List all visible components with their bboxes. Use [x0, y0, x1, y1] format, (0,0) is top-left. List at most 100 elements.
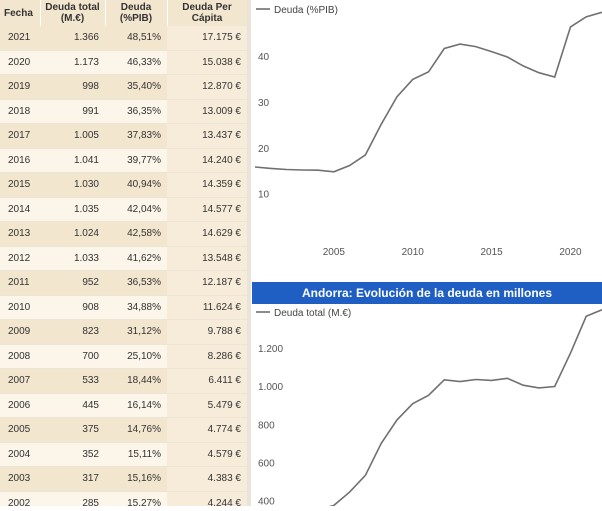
chart-deuda-total-svg: Deuda total (M.€) 400 600 800 1.000 1.200	[256, 308, 602, 511]
cell-deuda-per-capita: 8.286 €	[167, 344, 247, 369]
chart-deuda-total: Deuda total (M.€) 400 600 800 1.000 1.200	[252, 304, 602, 511]
cell-deuda-per-capita: 6.411 €	[167, 368, 247, 394]
cell-deuda-total: 445	[40, 393, 105, 418]
debt-table: Fecha Deuda total (M.€) Deuda (%PIB) Deu…	[0, 0, 247, 506]
cell-deuda-per-capita: 13.009 €	[167, 99, 247, 124]
x-tick-label: 2005	[323, 247, 346, 258]
table-row: 2009 823 31,12% 9.788 €	[0, 319, 247, 345]
cell-deuda-per-capita: 11.624 €	[167, 295, 247, 320]
cell-deuda-per-capita: 15.038 €	[167, 50, 247, 75]
cell-fecha: 2002	[0, 491, 40, 506]
x-tick-label: 2015	[480, 247, 503, 258]
cell-deuda-per-capita: 14.577 €	[167, 197, 247, 222]
table-row: 2012 1.033 41,62% 13.548 €	[0, 246, 247, 271]
cell-deuda-pib: 36,35%	[105, 99, 167, 124]
cell-deuda-total: 952	[40, 270, 105, 296]
cell-deuda-per-capita: 17.175 €	[167, 26, 247, 51]
series-line	[254, 11, 602, 173]
cell-deuda-per-capita: 13.548 €	[167, 246, 247, 271]
cell-deuda-total: 1.035	[40, 197, 105, 222]
cell-deuda-pib: 48,51%	[105, 26, 167, 51]
cell-deuda-per-capita: 4.774 €	[167, 417, 247, 443]
cell-fecha: 2009	[0, 319, 40, 345]
cell-deuda-total: 375	[40, 417, 105, 443]
table-row: 2021 1.366 48,51% 17.175 €	[0, 26, 247, 51]
header-deuda-per-capita[interactable]: Deuda Per Cápita	[167, 0, 247, 26]
y-tick-label: 30	[258, 98, 270, 109]
cell-deuda-per-capita: 4.244 €	[167, 491, 247, 506]
table-row: 2013 1.024 42,58% 14.629 €	[0, 221, 247, 247]
x-tick-label: 2020	[559, 247, 582, 258]
x-tick-label: 2010	[402, 247, 425, 258]
cell-deuda-per-capita: 9.788 €	[167, 319, 247, 345]
cell-deuda-pib: 34,88%	[105, 295, 167, 320]
cell-fecha: 2012	[0, 246, 40, 271]
cell-deuda-per-capita: 14.240 €	[167, 148, 247, 173]
cell-fecha: 2018	[0, 99, 40, 124]
cell-deuda-per-capita: 13.437 €	[167, 123, 247, 149]
chart-deuda-pib: Deuda (%PIB) 10 20 30 40 2005 2010 2015 2020	[252, 0, 602, 266]
cell-deuda-per-capita: 12.870 €	[167, 74, 247, 100]
cell-deuda-per-capita: 14.629 €	[167, 221, 247, 247]
cell-fecha: 2014	[0, 197, 40, 222]
cell-fecha: 2004	[0, 442, 40, 467]
cell-deuda-total: 352	[40, 442, 105, 467]
table-row: 2020 1.173 46,33% 15.038 €	[0, 50, 247, 75]
cell-deuda-pib: 15,16%	[105, 466, 167, 492]
cell-deuda-total: 1.030	[40, 172, 105, 198]
cell-deuda-total: 1.041	[40, 148, 105, 173]
legend-label: Deuda (%PIB)	[274, 5, 338, 16]
y-tick-label: 1.200	[258, 344, 283, 355]
cell-deuda-per-capita: 5.479 €	[167, 393, 247, 418]
series-line	[313, 309, 602, 511]
cell-deuda-pib: 15,27%	[105, 491, 167, 506]
table-row: 2014 1.035 42,04% 14.577 €	[0, 197, 247, 222]
cell-deuda-total: 998	[40, 74, 105, 100]
cell-deuda-pib: 41,62%	[105, 246, 167, 271]
table-row: 2019 998 35,40% 12.870 €	[0, 74, 247, 100]
cell-deuda-total: 908	[40, 295, 105, 320]
cell-fecha: 2008	[0, 344, 40, 369]
cell-deuda-per-capita: 4.579 €	[167, 442, 247, 467]
cell-deuda-pib: 37,83%	[105, 123, 167, 149]
table-row: 2007 533 18,44% 6.411 €	[0, 368, 247, 394]
table-row: 2016 1.041 39,77% 14.240 €	[0, 148, 247, 173]
cell-deuda-total: 1.366	[40, 26, 105, 51]
header-deuda-total[interactable]: Deuda total (M.€)	[40, 0, 106, 26]
cell-deuda-pib: 18,44%	[105, 368, 167, 394]
cell-deuda-per-capita: 12.187 €	[167, 270, 247, 296]
cell-deuda-pib: 46,33%	[105, 50, 167, 75]
table-row: 2002 285 15,27% 4.244 €	[0, 491, 247, 506]
cell-deuda-total: 1.024	[40, 221, 105, 247]
table-row: 2015 1.030 40,94% 14.359 €	[0, 172, 247, 198]
cell-fecha: 2003	[0, 466, 40, 492]
y-tick-label: 600	[258, 458, 275, 469]
cell-deuda-per-capita: 14.359 €	[167, 172, 247, 198]
cell-fecha: 2006	[0, 393, 40, 418]
cell-deuda-pib: 42,58%	[105, 221, 167, 247]
cell-deuda-total: 533	[40, 368, 105, 394]
cell-deuda-pib: 42,04%	[105, 197, 167, 222]
table-row: 2004 352 15,11% 4.579 €	[0, 442, 247, 467]
y-tick-label: 400	[258, 497, 275, 506]
debt-table-container: Fecha Deuda total (M.€) Deuda (%PIB) Deu…	[0, 0, 247, 506]
cell-deuda-pib: 39,77%	[105, 148, 167, 173]
cell-deuda-pib: 16,14%	[105, 393, 167, 418]
y-tick-label: 20	[258, 144, 270, 155]
cell-fecha: 2017	[0, 123, 40, 149]
cell-fecha: 2005	[0, 417, 40, 443]
y-tick-label: 10	[258, 190, 270, 201]
chart-title-banner: Andorra: Evolución de la deuda en millon…	[252, 282, 602, 304]
y-tick-label: 40	[258, 52, 270, 63]
table-row: 2017 1.005 37,83% 13.437 €	[0, 123, 247, 149]
cell-fecha: 2020	[0, 50, 40, 75]
cell-fecha: 2021	[0, 26, 40, 51]
cell-deuda-pib: 31,12%	[105, 319, 167, 345]
header-fecha[interactable]: Fecha	[0, 0, 41, 26]
cell-deuda-total: 1.005	[40, 123, 105, 149]
cell-fecha: 2007	[0, 368, 40, 394]
header-deuda-pib[interactable]: Deuda (%PIB)	[105, 0, 168, 26]
cell-deuda-total: 317	[40, 466, 105, 492]
cell-deuda-total: 823	[40, 319, 105, 345]
cell-deuda-per-capita: 4.383 €	[167, 466, 247, 492]
